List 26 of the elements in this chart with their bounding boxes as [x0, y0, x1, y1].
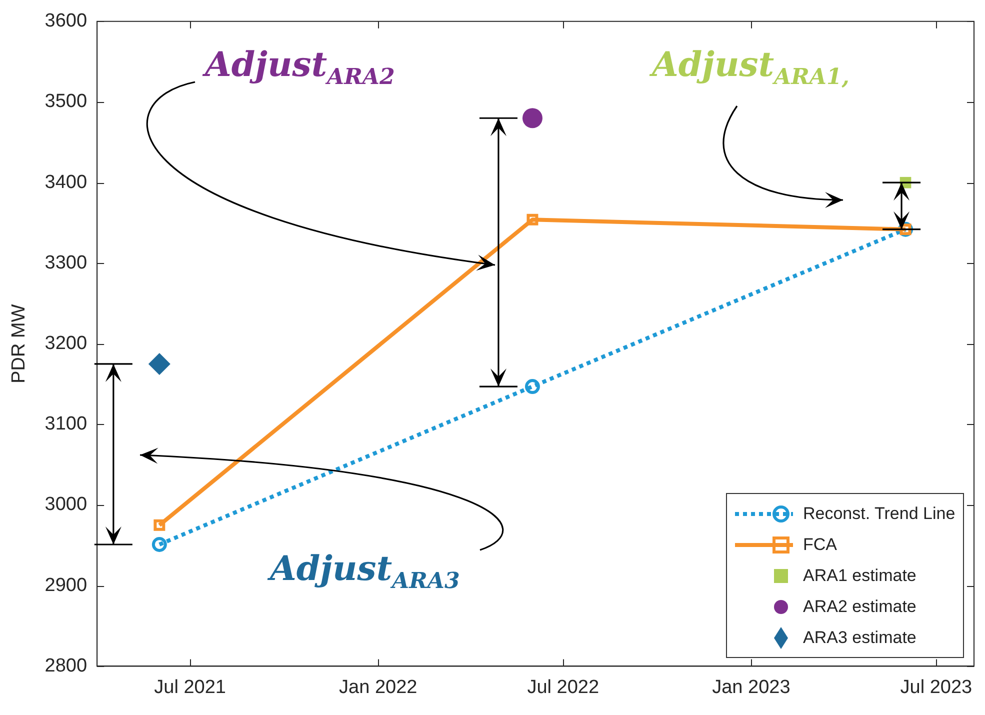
y-axis-title: PDR MW: [8, 304, 30, 384]
x-tick-label: Jul 2023: [900, 676, 972, 698]
point: [522, 108, 542, 128]
y-tick-label: 3300: [44, 252, 88, 274]
y-tick-label: 3600: [44, 10, 88, 32]
point: [526, 214, 538, 226]
x-tick-label: Jan 2023: [712, 676, 790, 698]
legend-label: FCA: [803, 534, 837, 555]
point: [152, 536, 167, 552]
y-tick-label: 3100: [44, 414, 88, 435]
x-tick-label: Jul 2021: [154, 676, 226, 698]
point: [148, 352, 170, 375]
x-tick-label: Jan 2022: [339, 676, 418, 698]
y-tick-label: 3400: [44, 172, 88, 193]
y-tick-label: 3000: [44, 494, 88, 516]
legend-label: Reconst. Trend Line: [803, 504, 956, 524]
y-tick-label: 3500: [44, 91, 88, 112]
legend-label: ARA3 estimate: [803, 628, 916, 648]
legend-label: ARA1 estimate: [803, 566, 916, 586]
point: [154, 519, 166, 531]
y-tick-label: 2800: [44, 655, 88, 676]
point: [524, 379, 540, 394]
x-tick-label: Jul 2022: [527, 676, 600, 698]
legend-label: ARA2 estimate: [803, 596, 916, 617]
y-tick-label: 2900: [44, 574, 88, 596]
y-tick-label: 3200: [44, 333, 88, 354]
